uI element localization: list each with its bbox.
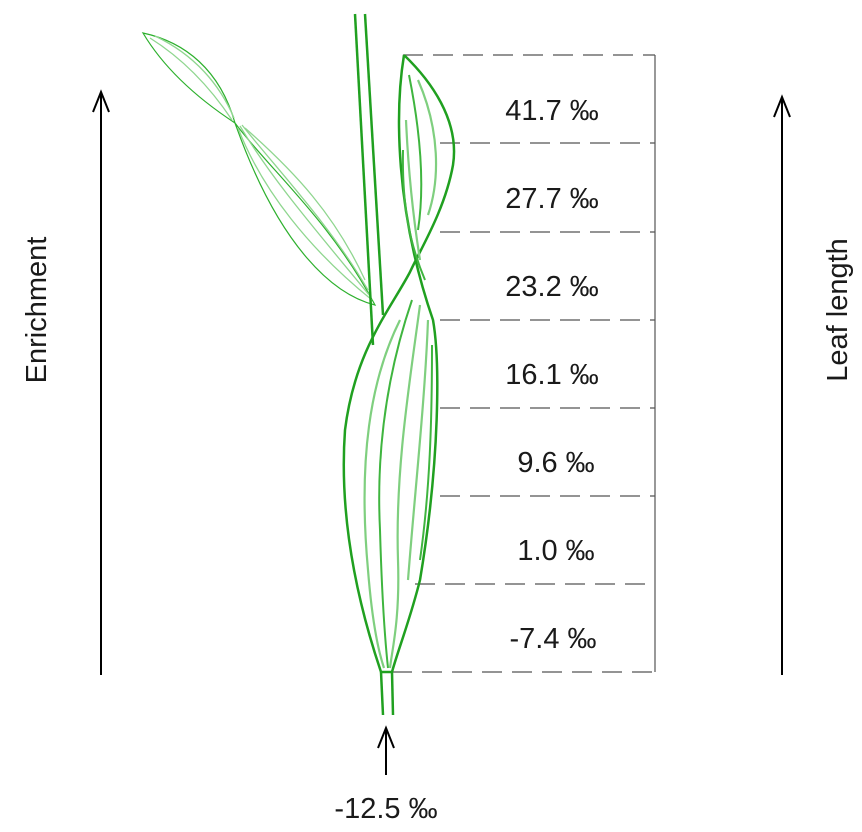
segment-label: 41.7 ‰ (505, 95, 599, 127)
stem (353, 13, 395, 716)
segment-frame (392, 54, 656, 673)
segment-label: 27.7 ‰ (505, 183, 599, 215)
segment-label: 16.1 ‰ (505, 359, 599, 391)
enrichment-label: Enrichment (21, 237, 53, 384)
leaf-length-label: Leaf length (822, 238, 854, 382)
leaf-length-arrow (773, 94, 791, 675)
segment-label: 9.6 ‰ (517, 447, 594, 479)
segment-label: -7.4 ‰ (509, 623, 596, 655)
input-arrow (377, 725, 395, 775)
segment-label: 1.0 ‰ (517, 535, 594, 567)
main-leaf (342, 54, 456, 673)
segment-label: 23.2 ‰ (505, 271, 599, 303)
enrichment-arrow (92, 89, 110, 675)
input-value-label: -12.5 ‰ (334, 793, 437, 825)
segment-labels: 41.7 ‰ 27.7 ‰ 23.2 ‰ 16.1 ‰ 9.6 ‰ 1.0 ‰ … (505, 95, 599, 655)
upper-leaf (141, 32, 377, 306)
